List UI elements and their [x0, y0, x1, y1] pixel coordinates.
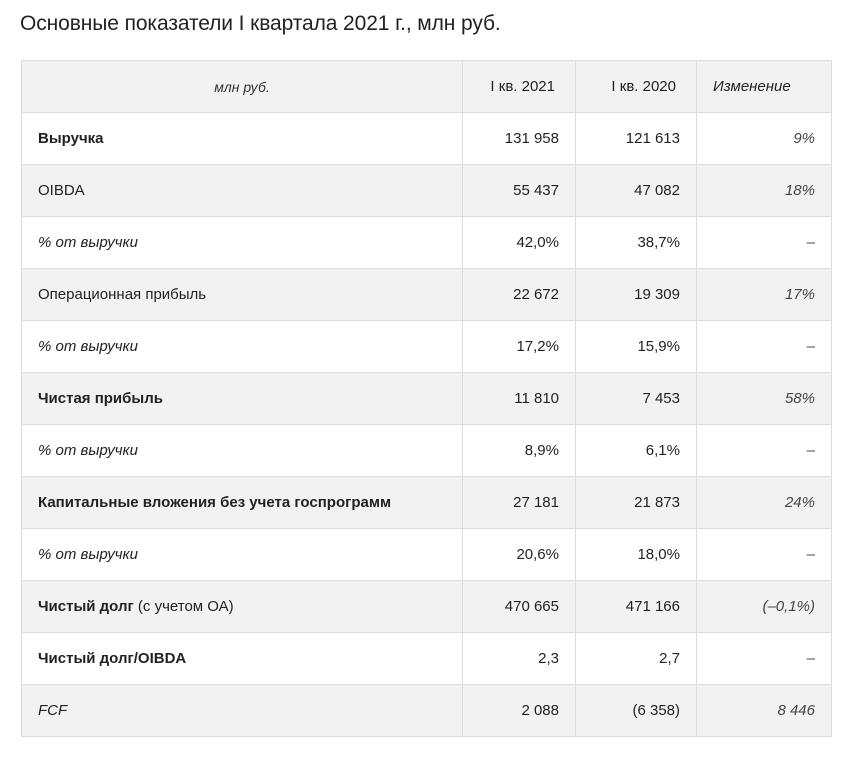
table-row: Выручка 131 958 121 613 9%: [21, 112, 832, 165]
row-label-text: % от выручки: [38, 442, 138, 459]
row-label: % от выручки: [21, 528, 463, 581]
table-row: % от выручки 42,0% 38,7% –: [21, 216, 832, 269]
table-row: % от выручки 20,6% 18,0% –: [21, 528, 832, 581]
value-q1-2021: 8,9%: [462, 424, 576, 477]
value-q1-2020: 15,9%: [575, 320, 697, 373]
value-change: 9%: [696, 112, 832, 165]
table-row: Капитальные вложения без учета госпрогра…: [21, 476, 832, 529]
value-q1-2020: 7 453: [575, 372, 697, 425]
value-q1-2021: 131 958: [462, 112, 576, 165]
table-row: Чистая прибыль 11 810 7 453 58%: [21, 372, 832, 425]
row-label-text: Выручка: [38, 130, 104, 147]
value-change: 8 446: [696, 684, 832, 737]
row-label-text: Чистая прибыль: [38, 390, 163, 407]
table-row: Операционная прибыль 22 672 19 309 17%: [21, 268, 832, 321]
header-q1-2021: I кв. 2021: [462, 60, 576, 113]
row-label: % от выручки: [21, 216, 463, 269]
value-q1-2020: 121 613: [575, 112, 697, 165]
row-label: Чистая прибыль: [21, 372, 463, 425]
value-q1-2021: 27 181: [462, 476, 576, 529]
value-change: –: [696, 424, 832, 477]
row-label: % от выручки: [21, 424, 463, 477]
value-q1-2021: 11 810: [462, 372, 576, 425]
table-row: OIBDA 55 437 47 082 18%: [21, 164, 832, 217]
value-q1-2020: (6 358): [575, 684, 697, 737]
value-q1-2020: 21 873: [575, 476, 697, 529]
row-label-text: % от выручки: [38, 234, 138, 251]
row-label: Операционная прибыль: [21, 268, 463, 321]
value-q1-2020: 19 309: [575, 268, 697, 321]
value-q1-2020: 6,1%: [575, 424, 697, 477]
value-q1-2020: 47 082: [575, 164, 697, 217]
value-change: 24%: [696, 476, 832, 529]
value-q1-2021: 17,2%: [462, 320, 576, 373]
value-change: –: [696, 632, 832, 685]
value-q1-2020: 2,7: [575, 632, 697, 685]
value-q1-2021: 22 672: [462, 268, 576, 321]
value-q1-2020: 18,0%: [575, 528, 697, 581]
value-change: 18%: [696, 164, 832, 217]
value-change: 58%: [696, 372, 832, 425]
table-header-row: млн руб. I кв. 2021 I кв. 2020 Изменение: [21, 60, 832, 113]
row-label-text: OIBDA: [38, 182, 85, 199]
row-label-text: FCF: [38, 702, 68, 719]
header-change: Изменение: [696, 60, 832, 113]
row-label: % от выручки: [21, 320, 463, 373]
value-q1-2021: 42,0%: [462, 216, 576, 269]
table-row: % от выручки 17,2% 15,9% –: [21, 320, 832, 373]
value-change: –: [696, 320, 832, 373]
value-change: (–0,1%): [696, 580, 832, 633]
financial-indicators-table: млн руб. I кв. 2021 I кв. 2020 Изменение…: [21, 60, 832, 737]
table-row: FCF 2 088 (6 358) 8 446: [21, 684, 832, 737]
table-row: % от выручки 8,9% 6,1% –: [21, 424, 832, 477]
table-body: Выручка 131 958 121 613 9% OIBDA 55 437 47 082…: [21, 112, 832, 737]
header-units: млн руб.: [21, 60, 463, 113]
row-label-note: (с учетом ОА): [133, 598, 234, 615]
header-q1-2020: I кв. 2020: [575, 60, 697, 113]
value-q1-2021: 2,3: [462, 632, 576, 685]
page-title: Основные показатели I квартала 2021 г., …: [20, 12, 501, 35]
value-change: –: [696, 216, 832, 269]
row-label: OIBDA: [21, 164, 463, 217]
row-label-text: Чистый долг: [38, 598, 134, 615]
value-q1-2020: 471 166: [575, 580, 697, 633]
row-label-text: Чистый долг/OIBDA: [38, 650, 187, 667]
row-label: Капитальные вложения без учета госпрогра…: [21, 476, 463, 529]
table-row: Чистый долг/OIBDA 2,3 2,7–: [21, 632, 832, 685]
row-label: Выручка: [21, 112, 463, 165]
value-q1-2020: 38,7%: [575, 216, 697, 269]
row-label-text: Операционная прибыль: [38, 286, 207, 303]
row-label: Чистый долг (с учетом ОА): [21, 580, 463, 633]
value-q1-2021: 2 088: [462, 684, 576, 737]
value-q1-2021: 55 437: [462, 164, 576, 217]
row-label: FCF: [21, 684, 463, 737]
value-q1-2021: 470 665: [462, 580, 576, 633]
row-label: Чистый долг/OIBDA: [21, 632, 463, 685]
row-label-text: % от выручки: [38, 338, 138, 355]
value-q1-2021: 20,6%: [462, 528, 576, 581]
row-label-text: Капитальные вложения без учета госпрогра…: [38, 494, 392, 511]
value-change: –: [696, 528, 832, 581]
table-row: Чистый долг (с учетом ОА) 470 665 471 166(…: [21, 580, 832, 633]
value-change: 17%: [696, 268, 832, 321]
row-label-text: % от выручки: [38, 546, 138, 563]
